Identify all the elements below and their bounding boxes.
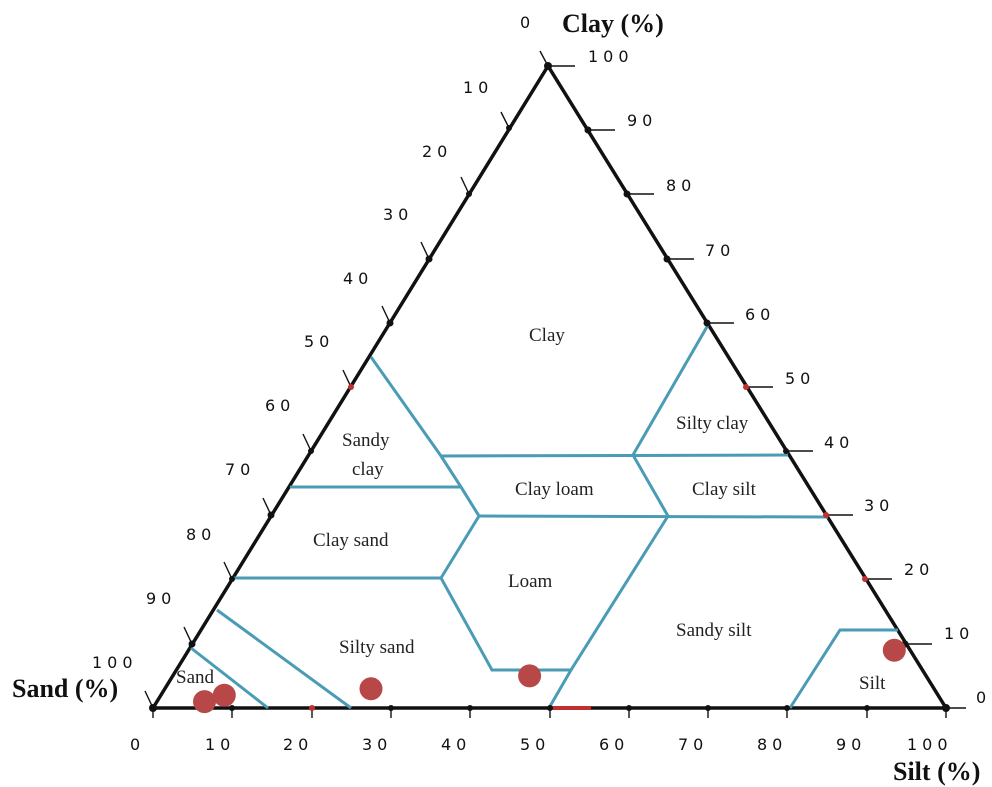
silt-tick-label: 10 — [205, 735, 235, 754]
silt-tick-label: 80 — [757, 735, 787, 754]
sample-points — [193, 638, 906, 714]
sample-point — [212, 683, 236, 707]
region-label-clay-sand: Clay sand — [313, 530, 389, 551]
sand-tick-label: 30 — [383, 205, 413, 224]
region-label-silt: Silt — [859, 673, 886, 694]
region-label-clay: Clay — [529, 325, 565, 346]
clay-tick-label: 20 — [904, 560, 934, 579]
tick-dots — [149, 62, 950, 712]
clay-tick-label: 80 — [666, 176, 696, 195]
sand-zero-label: 0 — [976, 688, 991, 707]
triangle-outline — [149, 62, 950, 710]
silt-tick-label: 100 — [907, 735, 953, 754]
sample-point — [882, 638, 906, 662]
silt-tick-label: 20 — [283, 735, 313, 754]
clay-tick-label: 50 — [785, 369, 815, 388]
region-label-loam: Loam — [508, 571, 553, 592]
silt-tick-label: 90 — [836, 735, 866, 754]
sand-tick-label: 20 — [422, 142, 452, 161]
sand-tick-label: 90 — [146, 589, 176, 608]
region-label-silty-sand: Silty sand — [339, 637, 415, 658]
region-labels: Clay Silty clay Sandy clay Clay loam Cla… — [176, 325, 886, 694]
region-label-clay-loam: Clay loam — [515, 479, 594, 500]
sample-point — [518, 664, 542, 688]
clay-tick-label: 100 — [588, 47, 634, 66]
silt-tick-label: 60 — [599, 735, 629, 754]
clay-tick-label: 30 — [864, 496, 894, 515]
sand-tick-label: 70 — [225, 460, 255, 479]
clay-tick-label: 40 — [824, 433, 854, 452]
silt-tick-label: 50 — [520, 735, 550, 754]
sand-tick-label: 10 — [463, 78, 493, 97]
silt-tick-label: 0 — [130, 735, 145, 754]
region-label-sandy-silt: Sandy silt — [676, 620, 752, 641]
region-label-silty-clay: Silty clay — [676, 413, 749, 434]
clay-tick-label: 70 — [705, 241, 735, 260]
highlight-marks — [309, 384, 868, 711]
clay-axis-title: Clay (%) — [562, 9, 664, 38]
region-label-sandy-clay-line2: clay — [352, 459, 384, 480]
sand-tick-label: 60 — [265, 396, 295, 415]
sample-point — [193, 690, 216, 714]
clay-tick-label: 90 — [627, 111, 657, 130]
silt-tick-label: 30 — [362, 735, 392, 754]
sand-tick-labels: 10 20 30 40 50 60 70 80 90 100 — [92, 78, 493, 672]
sand-tick-label: 40 — [343, 269, 373, 288]
silt-axis-title: Silt (%) — [893, 757, 980, 786]
sand-axis-title: Sand (%) — [12, 674, 118, 703]
silt-tick-label: 40 — [441, 735, 471, 754]
region-boundaries — [190, 324, 898, 710]
sand-tick-label: 50 — [304, 332, 334, 351]
sample-point — [359, 677, 383, 701]
sand-tick-label: 100 — [92, 653, 138, 672]
silt-tick-labels: 0 10 20 30 40 50 60 70 80 90 100 — [130, 735, 953, 754]
region-label-clay-silt: Clay silt — [692, 479, 757, 500]
clay-tick-label: 60 — [745, 305, 775, 324]
region-label-sandy-clay-line1: Sandy — [342, 430, 390, 451]
region-label-sand: Sand — [176, 667, 215, 688]
clay-zero-label: 0 — [520, 13, 535, 32]
silt-tick-marks — [548, 65, 966, 709]
clay-tick-marks — [144, 50, 549, 709]
sand-tick-label: 80 — [186, 525, 216, 544]
clay-tick-label: 10 — [944, 624, 974, 643]
clay-tick-labels: 100 90 80 70 60 50 40 30 20 10 — [588, 47, 974, 643]
silt-tick-label: 70 — [678, 735, 708, 754]
